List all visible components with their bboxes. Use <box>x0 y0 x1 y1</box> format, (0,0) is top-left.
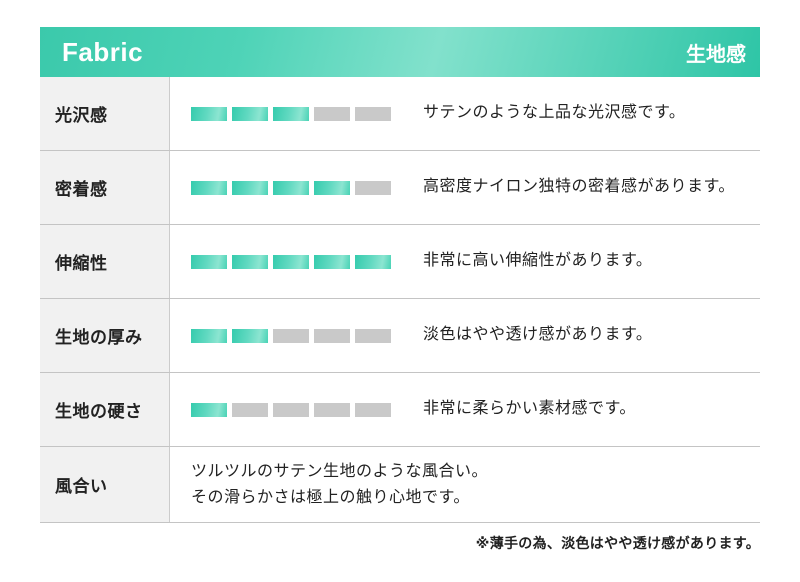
row-label: 伸縮性 <box>40 225 170 298</box>
row-description: 非常に柔らかい素材感です。 <box>423 400 636 418</box>
description-line: その滑らかさは極上の触り心地です。 <box>191 488 470 506</box>
rating-bars <box>191 106 391 121</box>
rating-bar-filled <box>191 254 227 269</box>
fabric-table-body: 光沢感 サテンのような上品な光沢感です。 密着感 高密度ナイロン独特の密着感があ… <box>40 77 760 523</box>
rating-bar-filled <box>273 180 309 195</box>
rating-bar-empty <box>355 402 391 417</box>
footnote: ※薄手の為、淡色はやや透け感があります。 <box>475 535 760 551</box>
row-content: ツルツルのサテン生地のような風合い。 その滑らかさは極上の触り心地です。 <box>170 447 760 522</box>
row-content: 非常に高い伸縮性があります。 <box>170 225 760 298</box>
fabric-panel: Fabric 生地感 光沢感 サテンのような上品な光沢感です。 密着感 高密度ナ… <box>40 27 760 523</box>
rating-bar-empty <box>273 402 309 417</box>
rating-bar-empty <box>314 328 350 343</box>
row-content: 淡色はやや透け感があります。 <box>170 299 760 372</box>
rating-bars <box>191 402 391 417</box>
row-label: 生地の硬さ <box>40 373 170 446</box>
rating-bars <box>191 328 391 343</box>
rating-bar-filled <box>314 180 350 195</box>
row-description: ツルツルのサテン生地のような風合い。 その滑らかさは極上の触り心地です。 <box>191 459 488 511</box>
rating-bar-empty <box>232 402 268 417</box>
rating-bar-filled <box>314 254 350 269</box>
rating-bar-filled <box>273 106 309 121</box>
rating-bar-filled <box>273 254 309 269</box>
description-line: ツルツルのサテン生地のような風合い。 <box>191 462 489 480</box>
row-description: 淡色はやや透け感があります。 <box>423 326 653 344</box>
table-row: 生地の硬さ 非常に柔らかい素材感です。 <box>40 373 760 447</box>
rating-bar-empty <box>273 328 309 343</box>
rating-bar-empty <box>355 106 391 121</box>
table-row: 伸縮性 非常に高い伸縮性があります。 <box>40 225 760 299</box>
rating-bar-filled <box>191 180 227 195</box>
rating-bar-filled <box>232 106 268 121</box>
table-row: 風合い ツルツルのサテン生地のような風合い。 その滑らかさは極上の触り心地です。 <box>40 447 760 523</box>
rating-bar-filled <box>191 328 227 343</box>
rating-bar-empty <box>355 328 391 343</box>
rating-bar-filled <box>355 254 391 269</box>
rating-bars <box>191 180 391 195</box>
row-label: 密着感 <box>40 151 170 224</box>
table-row: 生地の厚み 淡色はやや透け感があります。 <box>40 299 760 373</box>
row-label: 生地の厚み <box>40 299 170 372</box>
row-label: 風合い <box>40 447 170 522</box>
row-label: 光沢感 <box>40 77 170 150</box>
row-content: 高密度ナイロン独特の密着感があります。 <box>170 151 760 224</box>
rating-bar-filled <box>191 106 227 121</box>
table-row: 光沢感 サテンのような上品な光沢感です。 <box>40 77 760 151</box>
rating-bar-filled <box>232 254 268 269</box>
panel-header: Fabric 生地感 <box>40 27 760 77</box>
row-description: 非常に高い伸縮性があります。 <box>423 252 653 270</box>
row-content: 非常に柔らかい素材感です。 <box>170 373 760 446</box>
rating-bar-empty <box>314 106 350 121</box>
rating-bar-empty <box>314 402 350 417</box>
table-row: 密着感 高密度ナイロン独特の密着感があります。 <box>40 151 760 225</box>
row-description: 高密度ナイロン独特の密着感があります。 <box>423 178 735 196</box>
rating-bar-filled <box>191 402 227 417</box>
panel-title-ja: 生地感 <box>686 43 746 66</box>
rating-bar-filled <box>232 328 268 343</box>
rating-bar-empty <box>355 180 391 195</box>
panel-title-en: Fabric <box>62 36 144 67</box>
rating-bar-filled <box>232 180 268 195</box>
rating-bars <box>191 254 391 269</box>
row-content: サテンのような上品な光沢感です。 <box>170 77 760 150</box>
row-description: サテンのような上品な光沢感です。 <box>423 104 686 122</box>
